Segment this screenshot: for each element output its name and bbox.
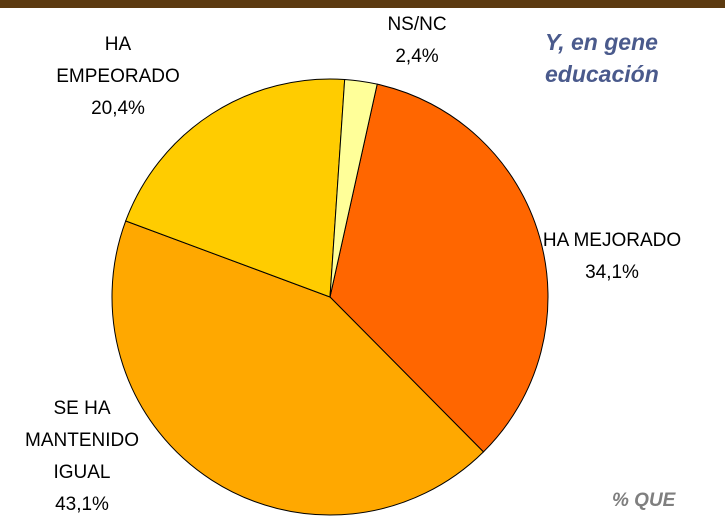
pie-slice xyxy=(111,220,485,516)
value-label: 2,4% xyxy=(395,46,438,67)
slice-label: EMPEORADO xyxy=(56,66,180,87)
top-bar xyxy=(0,0,725,8)
slice-label: MANTENIDO xyxy=(25,430,139,451)
value-label: 34,1% xyxy=(585,262,639,283)
slice-label: HA MEJORADO xyxy=(543,230,681,251)
value-label: 43,1% xyxy=(55,494,109,515)
title-line: educación xyxy=(545,61,659,87)
footer: % QUE xyxy=(612,490,677,511)
slice-label: NS/NC xyxy=(387,14,446,35)
pie-slice xyxy=(329,83,549,453)
slice-label: HA xyxy=(105,34,132,55)
pie-slice xyxy=(329,78,378,298)
value-label: 20,4% xyxy=(91,98,145,119)
pie-slice xyxy=(125,78,346,298)
slice-label: SE HA xyxy=(53,398,110,419)
title-line: Y, en gene xyxy=(545,29,658,55)
slice-label: IGUAL xyxy=(53,462,110,483)
